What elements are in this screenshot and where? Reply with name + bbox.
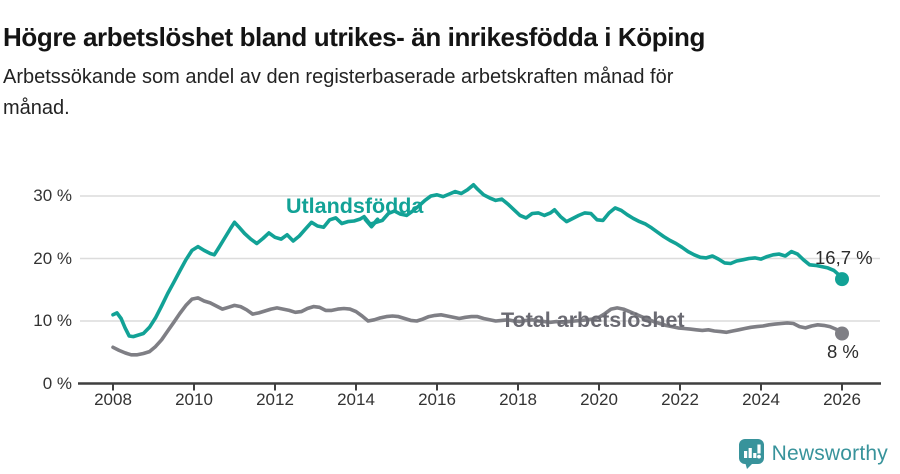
- x-axis-label: 2008: [94, 390, 132, 409]
- end-value-label-total: 8 %: [827, 341, 859, 362]
- chevron-down-icon: [363, 217, 380, 229]
- chart-subtitle-line2: månad.: [3, 97, 70, 119]
- page-title: Högre arbetslöshet bland utrikes- än inr…: [3, 22, 706, 53]
- x-axis-label: 2016: [418, 390, 456, 409]
- series-end-dot: [835, 326, 849, 341]
- series-line: [111, 296, 844, 357]
- x-axis-label: 2020: [580, 390, 618, 409]
- x-axis-label: 2026: [823, 390, 861, 409]
- chart-subtitle-line1: Arbetssökande som andel av den registerb…: [3, 66, 674, 88]
- x-axis-label: 2018: [499, 390, 537, 409]
- series-line: [111, 183, 844, 339]
- y-axis-label: 30 %: [33, 186, 72, 205]
- y-axis-label: 0 %: [42, 373, 72, 393]
- y-axis-label: 20 %: [33, 248, 72, 268]
- x-axis-label: 2022: [661, 390, 699, 409]
- series-end-dot: [835, 272, 849, 287]
- x-axis-label: 2024: [742, 390, 780, 409]
- x-axis-label: 2012: [256, 390, 294, 409]
- series-label-total-arbetsloshet: Total arbetslöshet: [501, 308, 685, 332]
- series-label-utlandsfodda: Utlandsfödda: [286, 194, 424, 218]
- x-axis-label: 2014: [337, 390, 375, 409]
- end-value-label-utlandsfodda: 16,7 %: [815, 247, 873, 268]
- newsworthy-bubble-icon: [738, 439, 764, 469]
- y-axis-label: 10 %: [33, 311, 72, 330]
- brand-name: Newsworthy: [771, 441, 888, 465]
- chart-subtitle: Arbetssökande som andel av den registerb…: [3, 62, 863, 124]
- newsworthy-logo[interactable]: Newsworthy: [738, 438, 888, 469]
- x-axis-label: 2010: [175, 390, 213, 409]
